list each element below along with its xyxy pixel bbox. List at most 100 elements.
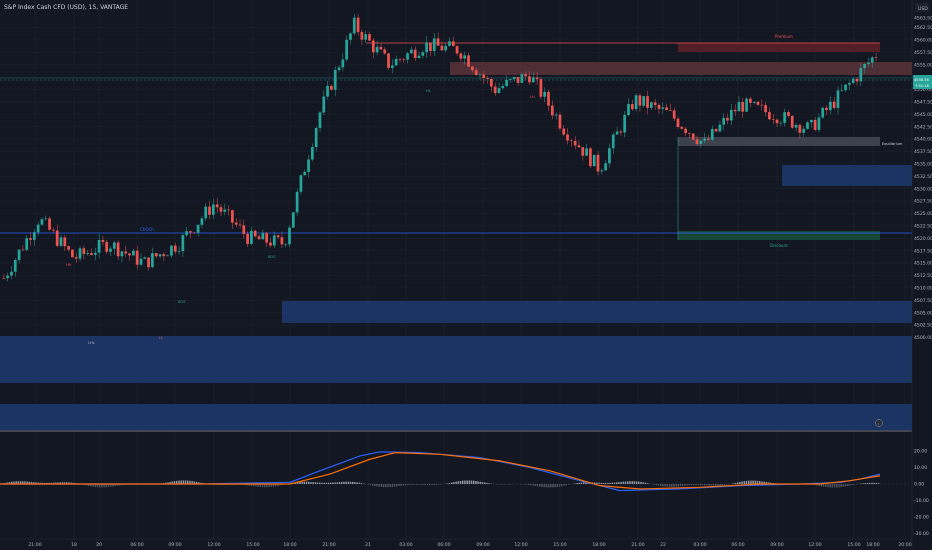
- candle: [539, 77, 543, 100]
- candle: [726, 113, 729, 125]
- macd-bar: [613, 482, 616, 484]
- candle: [402, 57, 406, 63]
- candle: [364, 30, 368, 44]
- macd-bar: [334, 482, 336, 484]
- candle: [181, 232, 185, 258]
- candle: [505, 75, 508, 88]
- macd-bar: [633, 481, 636, 484]
- macd-bar: [400, 484, 402, 486]
- macd-bar: [869, 482, 871, 484]
- macd-bar: [477, 481, 479, 484]
- macd-bar: [184, 480, 187, 484]
- candle: [204, 203, 208, 222]
- macd-bar: [866, 482, 869, 484]
- macd-bar: [822, 484, 825, 487]
- candle: [509, 78, 512, 83]
- macd-bar: [838, 484, 840, 488]
- macd-bar: [624, 481, 627, 484]
- candle: [550, 100, 554, 120]
- candle: [238, 219, 242, 229]
- macd-bar: [631, 481, 633, 484]
- macd-bar: [723, 484, 726, 486]
- macd-bar: [259, 484, 262, 487]
- candle: [649, 101, 653, 111]
- candle: [288, 225, 291, 248]
- candle: [737, 95, 741, 112]
- macd-bar: [580, 482, 583, 484]
- candle: [451, 36, 455, 47]
- time-tick-label: 20:00: [898, 542, 911, 548]
- macd-bar: [380, 484, 383, 487]
- macd-bar: [543, 484, 545, 488]
- macd-bar: [169, 481, 171, 484]
- macd-bar: [24, 481, 26, 484]
- macd-bar: [547, 484, 550, 488]
- candle: [2, 274, 6, 279]
- macd-bar: [605, 482, 607, 484]
- macd-bar: [853, 484, 856, 485]
- macd-bar: [717, 484, 719, 486]
- macd-tick-label: -20.00: [914, 515, 929, 521]
- macd-bar: [578, 482, 581, 484]
- candle: [421, 50, 425, 59]
- candle: [151, 247, 154, 269]
- macd-bar: [193, 481, 196, 484]
- macd-bar: [167, 482, 169, 484]
- macd-bar: [389, 484, 391, 488]
- candle: [29, 232, 32, 247]
- candle: [417, 51, 421, 59]
- candle: [749, 96, 752, 108]
- candle: [653, 98, 657, 111]
- candle: [337, 65, 341, 73]
- macd-bar: [532, 484, 534, 486]
- price-tick-label: 4537.50: [914, 149, 932, 155]
- candle: [771, 113, 775, 124]
- macd-bar: [90, 484, 92, 487]
- candle: [154, 252, 158, 259]
- candle: [497, 82, 501, 94]
- candle: [250, 226, 253, 245]
- macd-bar: [182, 480, 185, 484]
- macd-tick-label: 0.00: [914, 482, 924, 488]
- candle: [531, 72, 535, 83]
- macd-bar: [686, 484, 688, 486]
- macd-bar: [415, 484, 418, 485]
- macd-bar: [85, 484, 88, 486]
- macd-bar: [875, 483, 878, 484]
- candle: [535, 72, 539, 86]
- candle: [604, 160, 607, 171]
- time-tick-label: 03:00: [693, 542, 706, 548]
- candle: [516, 77, 520, 86]
- macd-bar: [367, 484, 369, 485]
- macd-bar: [314, 482, 317, 484]
- macd-bar: [112, 484, 114, 487]
- macd-bar: [576, 483, 578, 484]
- candle: [93, 247, 97, 261]
- macd-bar: [635, 481, 638, 484]
- macd-bar: [710, 484, 713, 486]
- current-price-badge: [913, 75, 932, 89]
- macd-bar: [437, 484, 440, 485]
- candle: [596, 151, 600, 176]
- candle: [809, 119, 813, 128]
- price-tick-label: 4507.50: [914, 298, 932, 304]
- macd-bar: [13, 481, 15, 484]
- candle: [440, 41, 444, 51]
- macd-bar: [52, 482, 55, 484]
- candle: [470, 65, 474, 73]
- macd-bar: [611, 482, 614, 484]
- candle: [790, 115, 794, 129]
- macd-bar: [695, 484, 697, 486]
- macd-bar: [818, 484, 820, 486]
- macd-bar: [629, 481, 631, 484]
- macd-bar: [277, 484, 279, 486]
- candle: [36, 221, 40, 236]
- macd-bar: [446, 483, 449, 484]
- price-axis[interactable]: USD 4563.50 4562.50 4560.00 4557.50 4555.00 4…: [911, 0, 932, 550]
- price-tick-label: 4510.00: [914, 286, 932, 292]
- candle: [257, 234, 261, 240]
- scroll-to-realtime-button[interactable]: ›: [875, 419, 883, 427]
- macd-bar: [279, 484, 281, 486]
- macd-bar: [457, 481, 460, 484]
